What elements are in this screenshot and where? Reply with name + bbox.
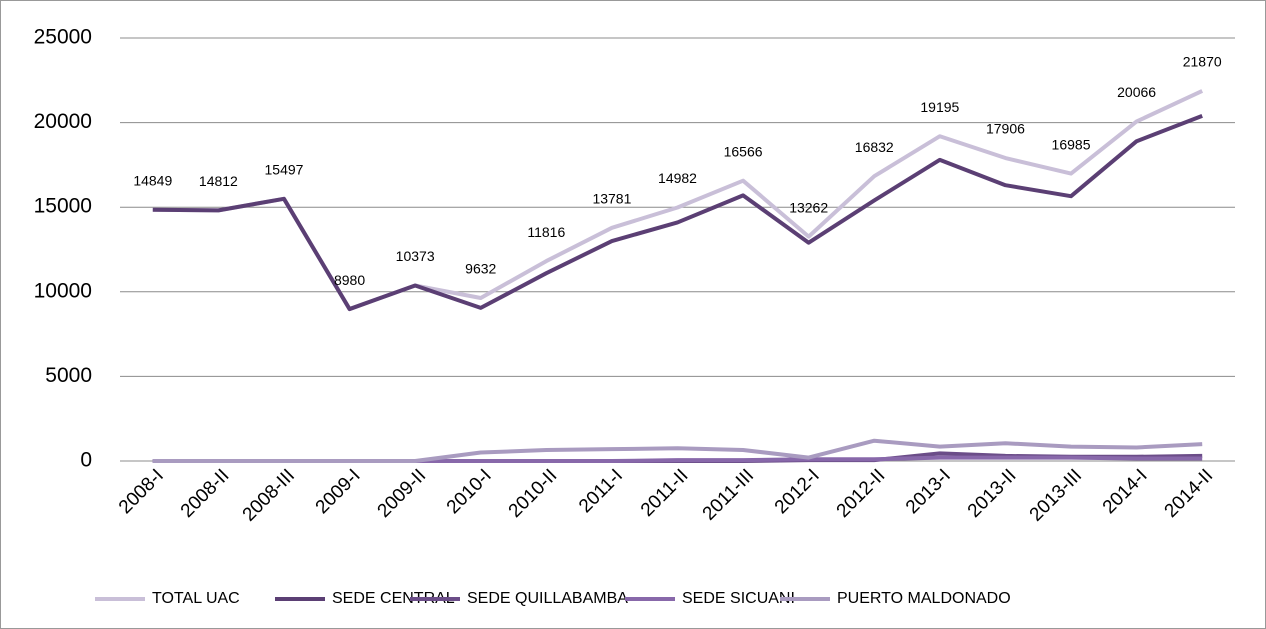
data-label: 14982 [658, 170, 697, 186]
data-label: 13781 [592, 191, 631, 207]
y-tick-label: 25000 [34, 26, 92, 49]
data-label: 8980 [334, 272, 365, 288]
y-tick-label: 15000 [34, 195, 92, 218]
legend-label: PUERTO MALDONADO [837, 590, 1011, 607]
data-label: 16832 [855, 139, 894, 155]
data-label: 16985 [1052, 136, 1091, 152]
y-tick-label: 20000 [34, 110, 92, 133]
y-tick-label: 10000 [34, 279, 92, 302]
series-line [152, 438, 1203, 463]
data-label: 15497 [265, 161, 304, 177]
data-label: 14849 [133, 172, 172, 188]
data-label: 9632 [465, 261, 496, 277]
data-label: 19195 [920, 99, 959, 115]
legend-label: SEDE QUILLABAMBA [467, 590, 628, 607]
data-label: 10373 [396, 248, 435, 264]
y-tick-label: 0 [80, 449, 92, 472]
y-tick-label: 5000 [45, 364, 92, 387]
data-label: 13262 [789, 199, 828, 215]
data-label: 14812 [199, 173, 238, 189]
series-line [152, 113, 1203, 312]
data-label: 21870 [1183, 54, 1222, 70]
legend-label: SEDE CENTRAL [332, 590, 455, 607]
data-label: 20066 [1117, 84, 1156, 100]
legend-label: TOTAL UAC [152, 590, 240, 607]
data-label: 16566 [724, 143, 763, 159]
legend-label: SEDE SICUANI [682, 590, 795, 607]
data-label: 11816 [527, 224, 565, 240]
data-label: 17906 [986, 121, 1025, 137]
